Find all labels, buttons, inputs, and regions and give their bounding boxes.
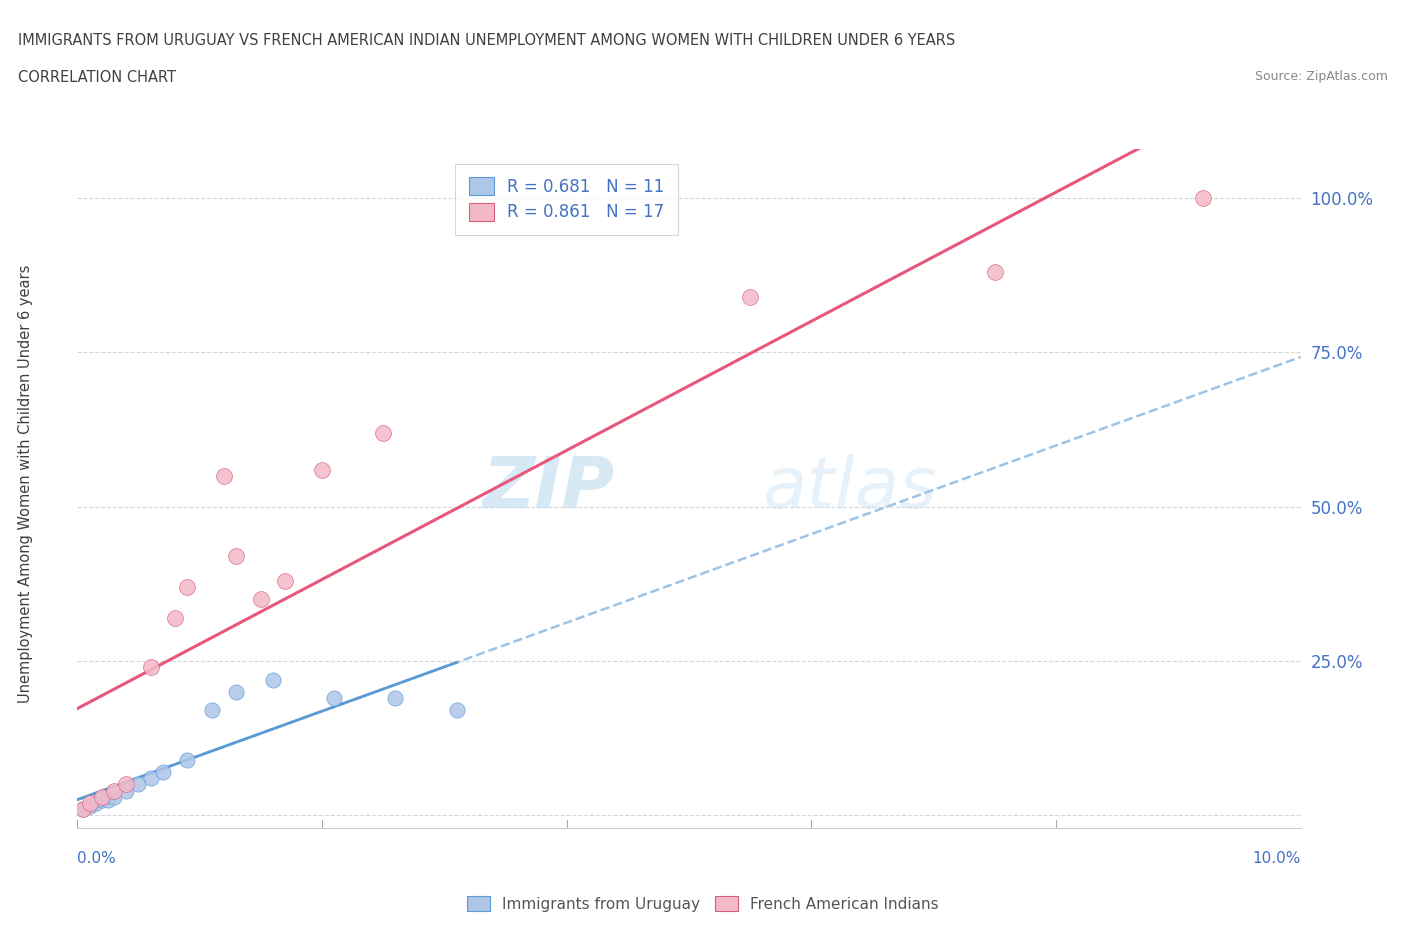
Point (740, 289, 762, 304)
Point (152, 764, 174, 779)
Point (165, 610, 187, 625)
Text: Source: ZipAtlas.com: Source: ZipAtlas.com (1254, 70, 1388, 83)
Point (127, 777, 149, 792)
Text: 10.0%: 10.0% (1253, 851, 1301, 866)
Point (225, 549, 247, 564)
Point (176, 579, 198, 594)
Text: ZIP: ZIP (484, 454, 616, 523)
Point (323, 691, 346, 706)
Point (225, 684, 247, 699)
Point (103, 790, 125, 804)
Point (384, 691, 406, 706)
Point (72, 802, 94, 817)
Point (1191, 191, 1213, 206)
Point (79, 799, 101, 814)
Point (139, 771, 162, 786)
Point (371, 425, 394, 440)
Point (311, 462, 333, 477)
Point (97, 792, 120, 807)
Text: Unemployment Among Women with Children Under 6 years: Unemployment Among Women with Children U… (18, 264, 32, 703)
Legend: R = 0.681   N = 11, R = 0.861   N = 17: R = 0.681 N = 11, R = 0.861 N = 17 (456, 164, 678, 234)
Point (250, 591, 273, 606)
Point (79, 795, 101, 810)
Text: CORRELATION CHART: CORRELATION CHART (18, 70, 176, 85)
Point (274, 574, 297, 589)
Text: 0.0%: 0.0% (77, 851, 117, 866)
Point (176, 752, 198, 767)
Point (201, 703, 224, 718)
Point (90, 792, 112, 807)
Point (984, 265, 1007, 280)
Point (115, 783, 138, 798)
Point (84, 795, 107, 810)
Point (72, 802, 94, 817)
Point (115, 777, 138, 792)
Point (90, 790, 112, 804)
Text: IMMIGRANTS FROM URUGUAY VS FRENCH AMERICAN INDIAN UNEMPLOYMENT AMONG WOMEN WITH : IMMIGRANTS FROM URUGUAY VS FRENCH AMERIC… (18, 33, 956, 47)
Point (446, 703, 468, 718)
Point (212, 469, 235, 484)
Legend: Immigrants from Uruguay, French American Indians: Immigrants from Uruguay, French American… (461, 889, 945, 918)
Point (262, 672, 284, 687)
Point (103, 783, 125, 798)
Point (139, 659, 162, 674)
Text: atlas: atlas (762, 454, 936, 523)
